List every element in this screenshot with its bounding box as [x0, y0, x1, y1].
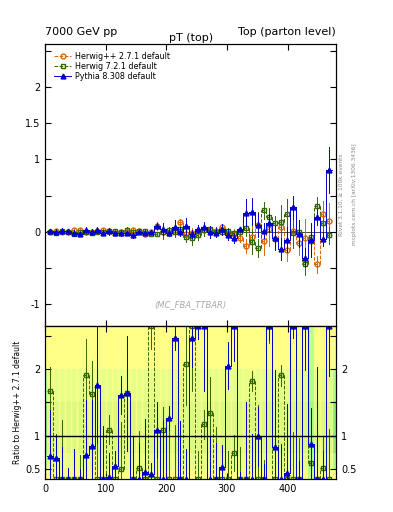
Y-axis label: Ratio to Herwig++ 2.7.1 default: Ratio to Herwig++ 2.7.1 default [13, 340, 22, 464]
Text: 7000 GeV pp: 7000 GeV pp [45, 27, 118, 37]
Legend: Herwig++ 2.7.1 default, Herwig 7.2.1 default, Pythia 8.308 default: Herwig++ 2.7.1 default, Herwig 7.2.1 def… [52, 50, 171, 83]
Bar [45, 326, 336, 479]
Text: Rivet 3.1.10, ≥ 100k events: Rivet 3.1.10, ≥ 100k events [339, 153, 344, 236]
Text: (MC_FBA_TTBAR): (MC_FBA_TTBAR) [154, 300, 227, 309]
Text: Top (parton level): Top (parton level) [238, 27, 336, 37]
Title: pT (top): pT (top) [169, 33, 213, 42]
Bar [45, 402, 336, 452]
Bar [45, 369, 336, 469]
Text: mcplots.cern.ch [arXiv:1306.3436]: mcplots.cern.ch [arXiv:1306.3436] [352, 144, 357, 245]
